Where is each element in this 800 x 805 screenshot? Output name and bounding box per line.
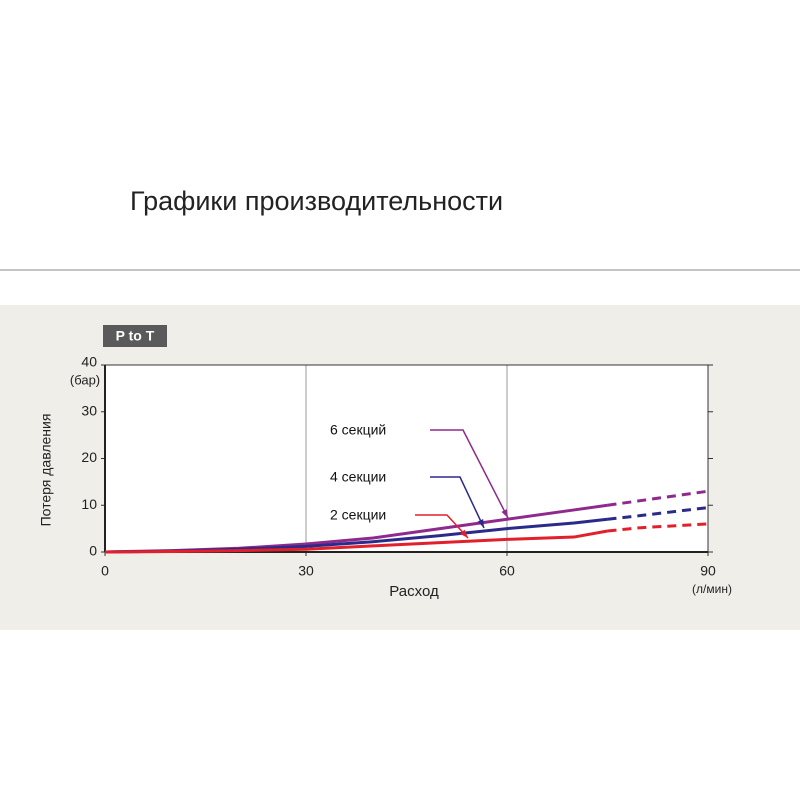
annotation-label: 6 секций [330,422,386,438]
annotation-leader [430,476,485,529]
annotation-box [320,467,430,487]
annotation-leader [430,429,509,519]
page-title: Графики производительности [130,186,503,216]
annotation-box [320,420,430,440]
panel-label-box [103,325,167,347]
series-line [607,489,709,507]
x-tick-label: 0 [101,563,109,579]
annotation-arrow [460,529,468,538]
annotation-arrow [477,519,484,528]
y-axis-label: Потеря давления [38,414,54,527]
series-line [607,506,709,521]
x-tick-label: 90 [700,563,716,579]
series-line [607,522,709,533]
annotation-leader [415,514,469,539]
y-tick-label: 30 [81,402,97,418]
annotation-arrow [501,509,508,518]
y-tick-label: 20 [81,449,97,465]
panel-label: P to T [116,328,155,344]
x-tick-label: 30 [298,563,314,579]
x-axis-label: Расход [389,583,439,600]
y-tick-label: 0 [89,543,97,559]
y-tick-label: 10 [81,496,97,512]
x-unit: (л/мин) [692,582,732,596]
annotation-box [320,505,415,525]
y-tick-label: 40 [81,354,97,370]
series-line [104,529,608,554]
x-tick-label: 60 [499,563,515,579]
y-unit: (бар) [70,372,100,387]
annotation-label: 2 секции [330,507,386,523]
annotation-label: 4 секции [330,469,386,485]
